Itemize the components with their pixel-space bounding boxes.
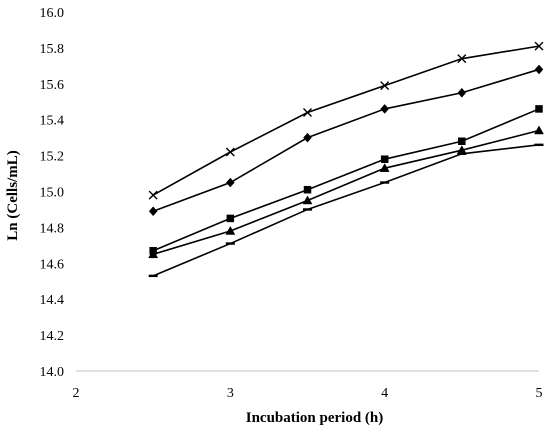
y-tick-label: 14.6 [40,257,65,272]
data-point-x [148,190,158,200]
y-tick-label: 15.8 [40,42,65,57]
y-tick-label: 16.0 [40,6,65,21]
data-point-dash [303,208,312,211]
data-point-square [303,185,312,194]
y-tick-label: 14.8 [40,221,65,236]
data-point-diamond [148,206,158,217]
data-point-dash [225,242,235,245]
x-tick-label: 3 [227,386,234,401]
data-point-x [380,81,390,91]
x-axis-title: Incubation period (h) [246,410,384,426]
y-tick-label: 14.2 [40,329,65,344]
data-point-diamond [380,104,390,114]
data-point-dash [380,181,390,184]
data-point-square [458,137,466,145]
data-point-x [303,108,312,118]
series-line [152,68,540,212]
series-line [152,45,540,196]
x-tick-label: 2 [73,386,80,401]
data-point-x [225,147,235,157]
y-axis-ticks: 14.0 14.2 14.4 14.6 14.8 15.0 15.2 15.4 15.6 15.8… [40,6,65,380]
series-triangle [148,125,544,259]
y-tick-label: 14.0 [40,365,65,380]
data-point-square [535,105,543,113]
data-point-diamond [534,64,544,75]
x-axis-ticks: 2 3 4 5 [73,386,543,401]
series-layer [148,41,544,278]
series-line [152,108,540,252]
series-x [148,41,544,200]
data-point-x [534,41,544,51]
x-tick-label: 5 [536,386,543,401]
series-dash [148,143,544,278]
series-square [149,105,543,255]
y-axis-title: Ln (Cells/mL) [5,150,21,240]
data-point-square [226,214,235,223]
data-point-square [380,155,389,163]
data-point-triangle [302,195,313,205]
series-line [152,144,540,277]
data-point-triangle [148,249,159,259]
data-point-dash [534,143,544,147]
x-tick-label: 4 [381,386,388,401]
data-point-diamond [303,132,312,143]
data-point-dash [148,274,158,278]
y-tick-label: 14.4 [40,293,65,308]
y-tick-label: 15.4 [40,114,65,129]
y-tick-label: 15.6 [40,78,65,93]
series-line [152,129,540,256]
data-point-triangle [225,225,236,235]
data-point-x [457,54,467,64]
y-tick-label: 15.0 [40,186,65,201]
data-point-diamond [457,87,467,98]
data-point-diamond [225,177,235,188]
data-point-triangle [379,163,390,172]
data-point-triangle [534,125,544,135]
series-diamond [148,64,544,217]
data-point-dash [457,152,467,156]
y-tick-label: 15.2 [40,150,65,165]
